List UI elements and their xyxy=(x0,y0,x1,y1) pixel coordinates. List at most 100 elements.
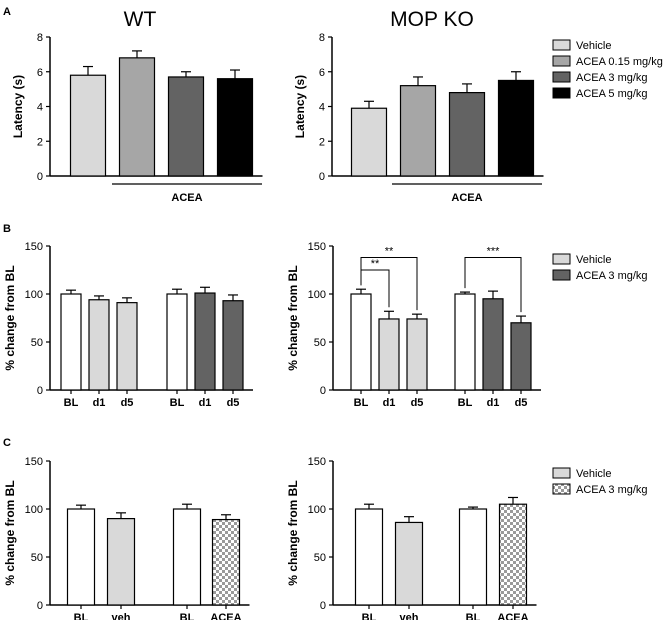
legend-c-swatch-1 xyxy=(552,467,571,479)
legend-c-swatch-2 xyxy=(552,483,571,495)
x-tick-label: d5 xyxy=(227,397,240,409)
x-tick-label: d1 xyxy=(199,397,212,409)
x-tick-label: BL xyxy=(180,612,195,620)
x-tick-label: ACEA xyxy=(497,612,528,620)
legend-a-label-2: ACEA 0.15 mg/kg xyxy=(576,56,663,68)
y-tick-label: 6 xyxy=(37,67,43,79)
bar xyxy=(498,503,528,606)
bar xyxy=(510,322,532,391)
y-tick-label: 0 xyxy=(37,385,43,397)
y-axis-label: Latency (s) xyxy=(11,75,25,138)
y-tick-label: 150 xyxy=(308,456,326,468)
y-tick-label: 8 xyxy=(37,32,43,44)
legend-a-label-1: Vehicle xyxy=(576,40,611,52)
y-tick-label: 50 xyxy=(31,552,43,564)
x-tick-label: BL xyxy=(466,612,481,620)
x-tick-label: BL xyxy=(64,397,79,409)
x-tick-label: d5 xyxy=(121,397,134,409)
significance-label: ** xyxy=(371,258,380,270)
legends: Vehicle ACEA 0.15 mg/kg ACEA 3 mg/kg ACE… xyxy=(552,39,663,496)
y-tick-label: 0 xyxy=(37,171,43,183)
legend-c-label-1: Vehicle xyxy=(576,468,611,480)
y-tick-label: 100 xyxy=(25,504,43,516)
legend-a-swatch-1 xyxy=(552,39,571,51)
chart-a-ko: 0 2 4 6 8 Latency (s) MOP KO ACEA xyxy=(293,8,544,204)
y-tick-label: 4 xyxy=(37,102,43,114)
x-tick-label: d1 xyxy=(487,397,500,409)
y-tick-label: 6 xyxy=(319,67,325,79)
chart-c-wt: 0 50 100 150 % change from BL BL veh BL ACEA xyxy=(3,456,250,620)
bar xyxy=(88,299,110,391)
y-tick-label: 2 xyxy=(319,136,325,148)
panel-label-c: C xyxy=(3,437,11,449)
bar xyxy=(222,300,244,391)
bar xyxy=(378,318,400,391)
y-tick-label: 100 xyxy=(308,504,326,516)
panel-label-a: A xyxy=(3,6,11,18)
bar xyxy=(448,91,486,177)
group-label: ACEA xyxy=(171,192,202,204)
bar xyxy=(350,293,372,391)
y-tick-label: 2 xyxy=(37,136,43,148)
bar xyxy=(66,508,96,606)
x-tick-label: veh xyxy=(112,612,131,620)
bar xyxy=(60,293,82,391)
y-axis-label: Latency (s) xyxy=(293,75,307,138)
y-tick-label: 50 xyxy=(31,337,43,349)
legend-b-swatch-2 xyxy=(552,269,571,281)
chart-title: WT xyxy=(124,8,157,31)
x-tick-label: BL xyxy=(74,612,89,620)
legend-a-swatch-4 xyxy=(552,87,571,99)
legend-a-label-3: ACEA 3 mg/kg xyxy=(576,72,648,84)
bar xyxy=(458,508,488,606)
bar xyxy=(406,318,428,391)
y-tick-label: 100 xyxy=(25,289,43,301)
chart-title: MOP KO xyxy=(390,8,474,31)
legend-a-swatch-2 xyxy=(552,55,571,67)
legend-a-label-4: ACEA 5 mg/kg xyxy=(576,88,648,100)
plots: 0 2 4 6 8 Latency (s) WT ACEA 0 2 4 6 8 Latency (s) MO… xyxy=(3,8,544,620)
x-tick-label: BL xyxy=(458,397,473,409)
legend-b-label-1: Vehicle xyxy=(576,254,611,266)
y-tick-label: 50 xyxy=(314,552,326,564)
bar xyxy=(166,293,188,391)
bar xyxy=(194,292,216,391)
y-axis-label: % change from BL xyxy=(286,265,300,370)
bar xyxy=(394,521,424,606)
chart-a-wt: 0 2 4 6 8 Latency (s) WT ACEA xyxy=(11,8,263,204)
y-tick-label: 0 xyxy=(320,600,326,612)
x-tick-label: BL xyxy=(354,397,369,409)
x-tick-label: d5 xyxy=(515,397,528,409)
significance-bracket xyxy=(464,257,522,313)
chart-c-ko: 0 50 100 150 % change from BL BL veh BL ACEA xyxy=(286,456,537,620)
significance-bracket xyxy=(360,257,418,311)
legend-b-swatch-1 xyxy=(552,253,571,265)
y-tick-label: 150 xyxy=(308,241,326,253)
chart-b-wt: 0 50 100 150 % change from BL BL d1 d5 BL d1 d5 xyxy=(3,241,253,409)
bar xyxy=(211,518,241,606)
x-tick-label: d1 xyxy=(93,397,106,409)
x-tick-label: ACEA xyxy=(210,612,241,620)
bar xyxy=(69,74,107,177)
y-tick-label: 0 xyxy=(320,385,326,397)
y-tick-label: 50 xyxy=(314,337,326,349)
y-tick-label: 8 xyxy=(319,32,325,44)
bar xyxy=(399,85,437,177)
significance-label: ** xyxy=(385,246,394,258)
y-axis-label: % change from BL xyxy=(3,480,17,585)
legend-a-swatch-3 xyxy=(552,71,571,83)
bar xyxy=(350,107,388,177)
bar xyxy=(172,508,202,606)
bar xyxy=(216,78,254,177)
y-tick-label: 0 xyxy=(37,600,43,612)
y-axis-label: % change from BL xyxy=(286,480,300,585)
x-tick-label: BL xyxy=(362,612,377,620)
bar xyxy=(354,508,384,606)
bar xyxy=(454,293,476,391)
y-tick-label: 100 xyxy=(308,289,326,301)
bar xyxy=(118,57,156,177)
y-tick-label: 0 xyxy=(319,171,325,183)
bar xyxy=(497,79,535,177)
x-tick-label: veh xyxy=(400,612,419,620)
legend-c-label-2: ACEA 3 mg/kg xyxy=(576,484,648,496)
